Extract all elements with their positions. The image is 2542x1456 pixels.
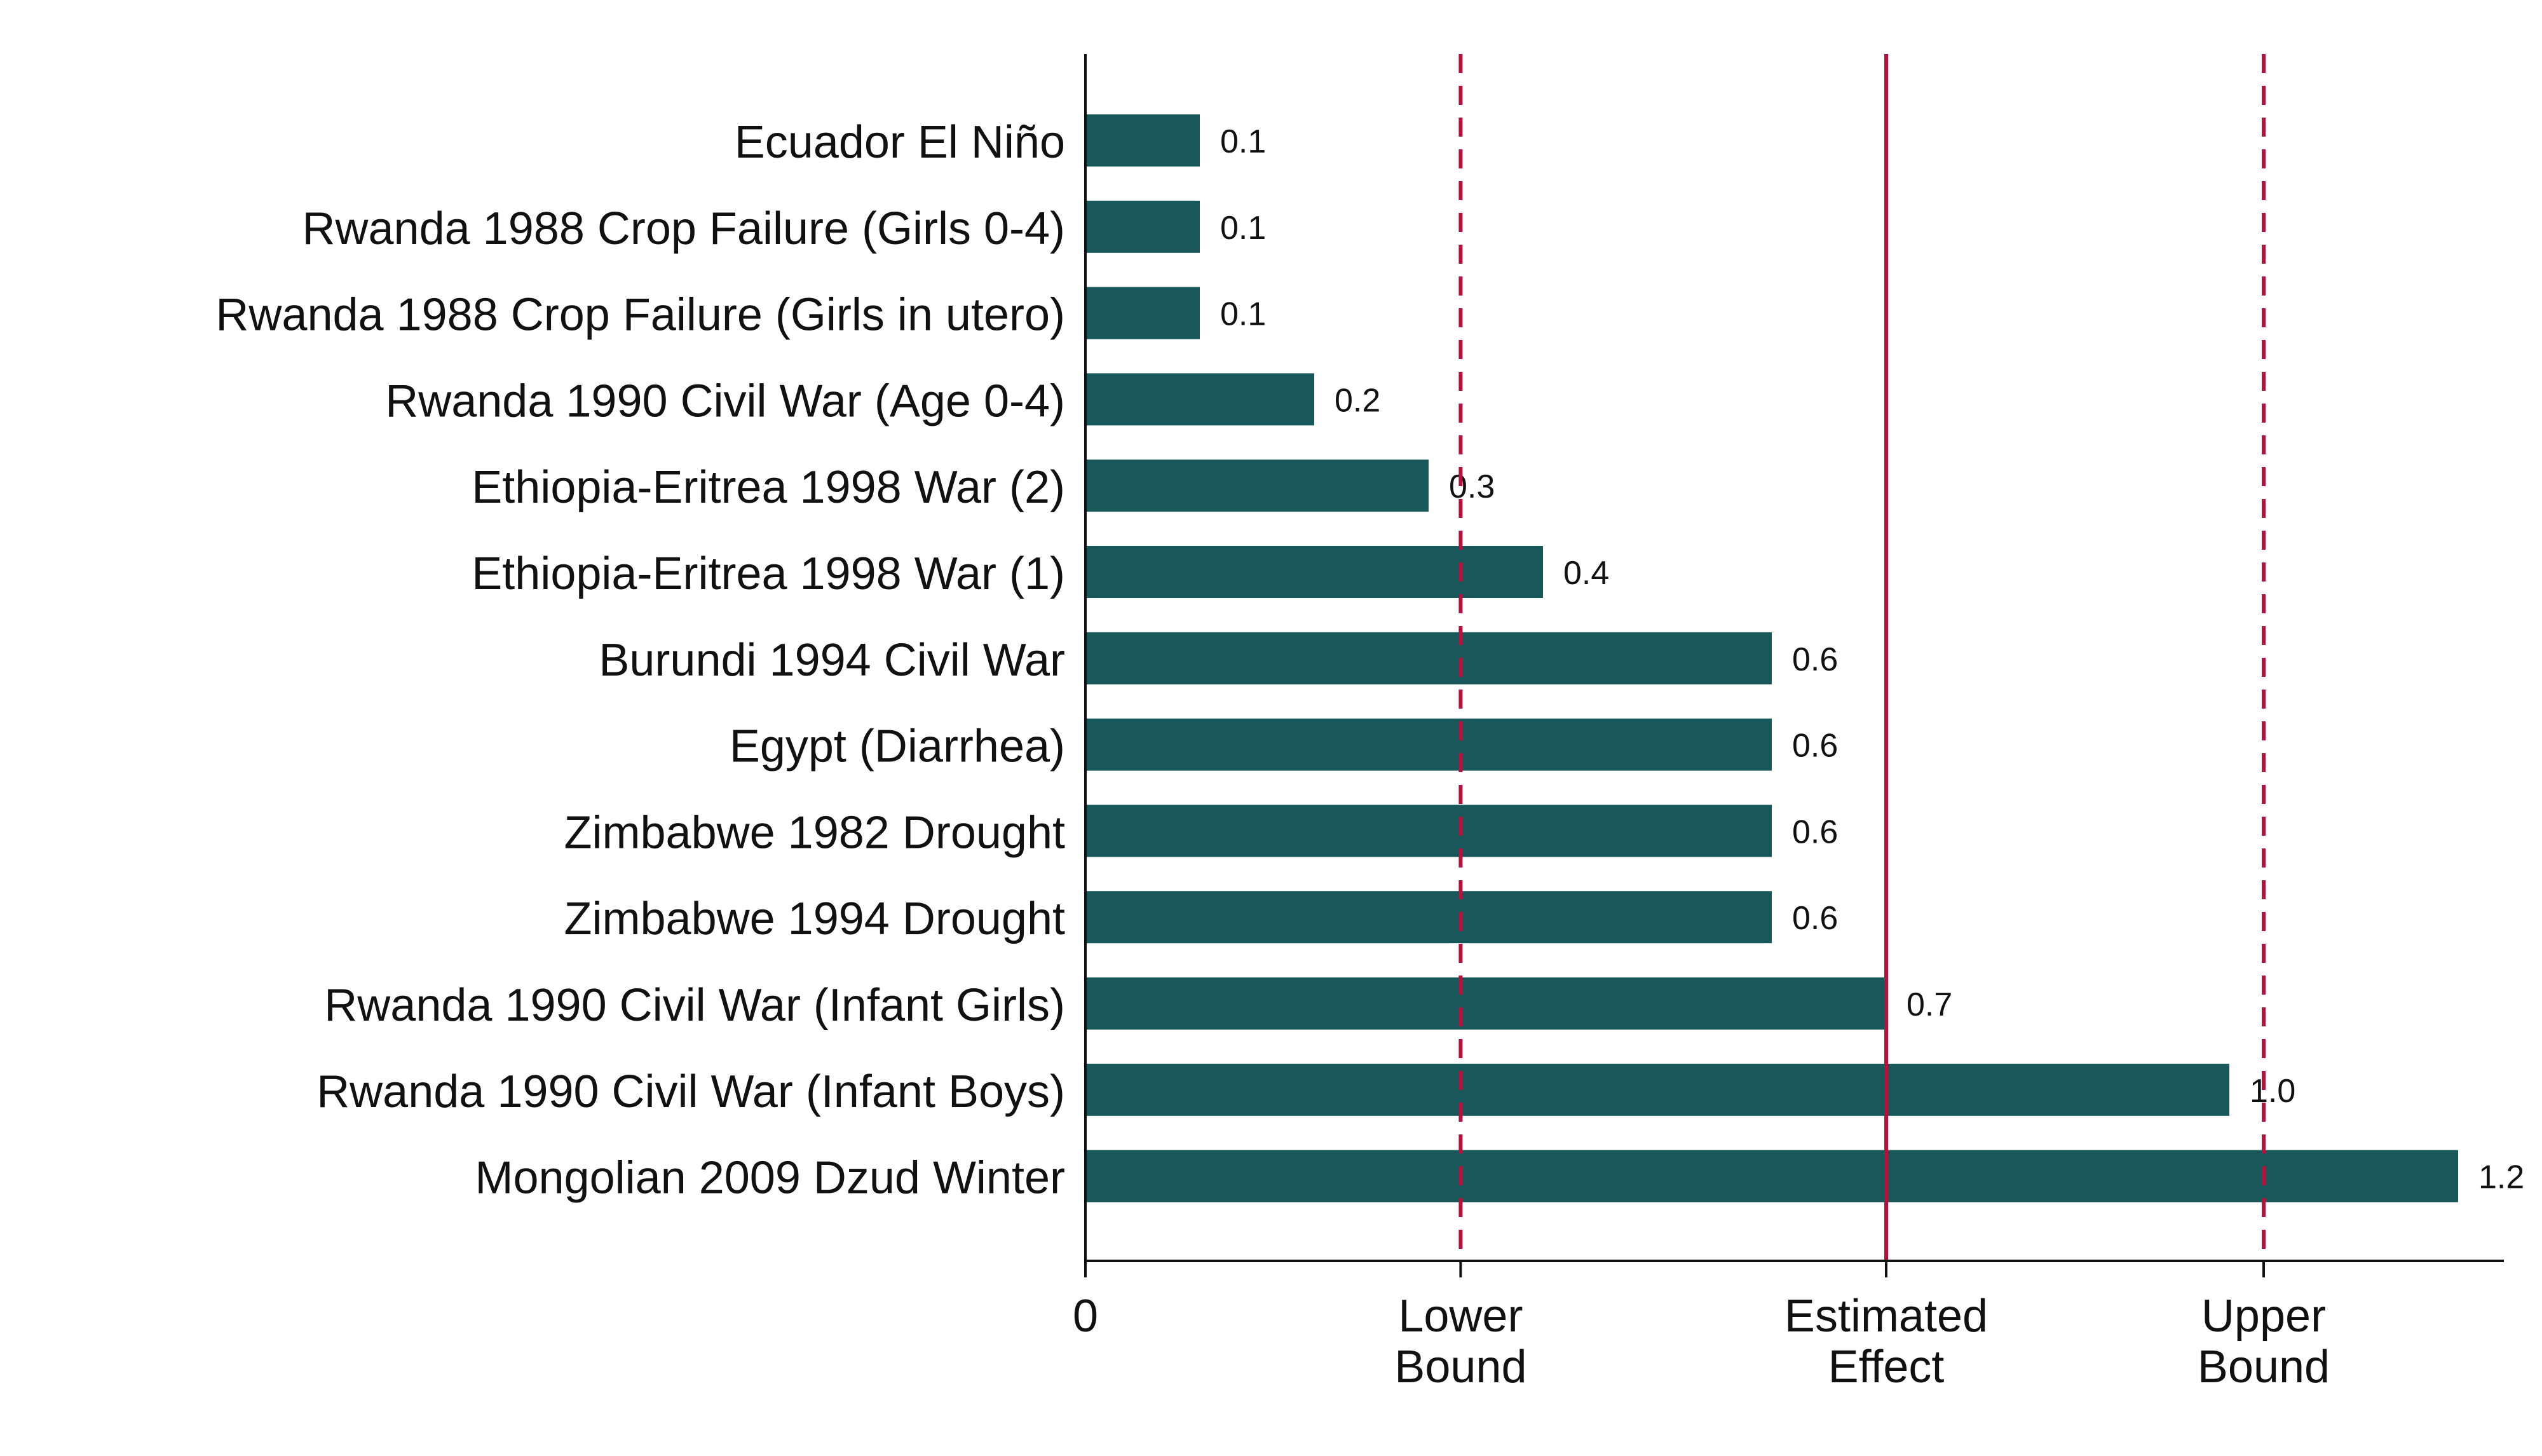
bar [1085,114,1200,167]
bar [1085,459,1429,512]
data-label: 0.4 [1563,555,1609,592]
data-label: 0.6 [1792,900,1838,937]
category-label: Ecuador El Niño [735,117,1065,168]
category-label: Ethiopia-Eritrea 1998 War (2) [472,462,1065,513]
bar [1085,373,1314,426]
data-label: 0.1 [1220,296,1266,333]
category-label: Rwanda 1990 Civil War (Infant Girls) [324,980,1065,1031]
data-label: 0.1 [1220,210,1266,247]
data-label: 0.3 [1449,468,1495,505]
bar [1085,632,1772,684]
bar [1085,1063,2229,1116]
category-label: Zimbabwe 1994 Drought [564,894,1065,944]
bar [1085,891,1772,944]
x-tick-label: Bound [1394,1342,1526,1392]
category-label: Ethiopia-Eritrea 1998 War (1) [472,548,1065,599]
category-label: Rwanda 1990 Civil War (Infant Boys) [316,1066,1065,1117]
data-label: 0.6 [1792,813,1838,850]
data-label: 1.2 [2478,1159,2524,1196]
category-label: Mongolian 2009 Dzud Winter [475,1153,1065,1204]
data-label: 0.6 [1792,641,1838,678]
bar [1085,1150,2458,1202]
x-tick-label: Estimated [1784,1291,1988,1342]
category-label: Egypt (Diarrhea) [730,721,1065,772]
category-label: Burundi 1994 Civil War [599,635,1065,686]
bar [1085,200,1200,253]
category-label: Rwanda 1990 Civil War (Age 0-4) [385,376,1065,426]
category-label: Rwanda 1988 Crop Failure (Girls 0-4) [302,203,1065,254]
data-label: 0.2 [1335,382,1380,419]
category-label: Rwanda 1988 Crop Failure (Girls in utero… [215,290,1065,341]
bar [1085,546,1543,598]
data-label: 0.1 [1220,123,1266,160]
data-label: 0.6 [1792,728,1838,765]
x-tick-label: Bound [2198,1342,2330,1392]
bar [1085,977,1886,1030]
x-tick-label: Lower [1398,1291,1523,1342]
bar [1085,805,1772,857]
x-tick-label: Upper [2201,1291,2326,1342]
bar [1085,718,1772,771]
data-label: 1.0 [2250,1073,2295,1110]
bar [1085,287,1200,339]
data-label: 0.7 [1906,986,1952,1023]
x-tick-label: 0 [1073,1291,1098,1342]
x-tick-label: Effect [1828,1342,1945,1392]
category-label: Zimbabwe 1982 Drought [564,807,1065,858]
